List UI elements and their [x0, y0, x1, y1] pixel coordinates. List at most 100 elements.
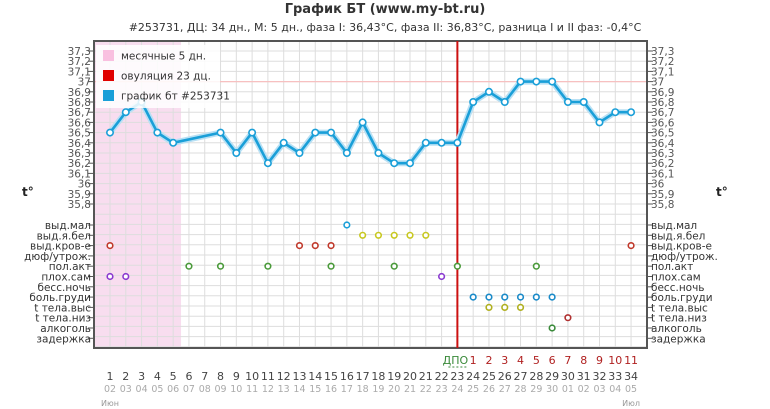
symptom-marker [469, 293, 477, 301]
temperature-point [500, 98, 509, 107]
y-tick-label-left: 37,2 [68, 56, 91, 68]
symptom-label-left: выд.я.бел [37, 230, 91, 242]
chart-subtitle: #253731, ДЦ: 34 дн., М: 5 дн., фаза I: 3… [128, 21, 642, 34]
y-tick-label-left: 37 [78, 77, 91, 89]
dpo-day-label: 7 [564, 354, 571, 367]
y-tick-label-right: 35,8 [651, 199, 674, 211]
y-tick-label-right: 37 [651, 77, 664, 89]
cycle-day-label: 27 [514, 370, 528, 383]
temperature-point [390, 159, 399, 168]
cycle-day-label: 7 [201, 370, 208, 383]
symptom-marker [453, 262, 461, 270]
symptom-label-left: боль.груди [29, 292, 91, 304]
symptom-marker [516, 303, 525, 312]
dpo-day-label: 2 [485, 354, 492, 367]
cycle-day-label: 20 [403, 370, 417, 383]
temperature-point [453, 138, 462, 147]
symptom-marker [327, 262, 335, 270]
temperature-point [121, 108, 130, 117]
cycle-day-label: 14 [308, 370, 322, 383]
cycle-day-label: 3 [138, 370, 145, 383]
dpo-day-label: 5 [533, 354, 540, 367]
symptom-marker [627, 242, 635, 250]
cycle-day-label: 29 [545, 370, 559, 383]
date-label: 15 [309, 384, 321, 395]
symptom-marker [106, 272, 114, 281]
symptom-marker [327, 242, 335, 250]
symptom-label-left: t тела.низ [35, 313, 91, 325]
y-tick-label-left: 37,3 [68, 46, 91, 58]
date-label: 10 [230, 384, 242, 395]
date-label: 26 [483, 384, 495, 395]
legend-swatch [103, 90, 114, 101]
date-label: 13 [278, 384, 290, 395]
legend-swatch [103, 50, 114, 61]
y-tick-label-right: 36,7 [651, 107, 674, 119]
dpo-day-label: 4 [517, 354, 524, 367]
cycle-day-label: 8 [217, 370, 224, 383]
cycle-day-label: 31 [577, 370, 591, 383]
symptom-label-left: дюф/утрож. [24, 251, 91, 263]
date-label: 03 [120, 384, 132, 395]
temperature-point [311, 128, 320, 137]
symptom-marker [264, 262, 272, 270]
symptom-marker [390, 262, 398, 270]
symptom-marker [548, 324, 556, 332]
cycle-day-label: 19 [387, 370, 401, 383]
date-label: 02 [578, 384, 590, 395]
y-tick-label-right: 36,4 [651, 138, 675, 150]
cycle-day-label: 26 [498, 370, 512, 383]
symptom-label-right: бесс.ночь [651, 282, 705, 294]
cycle-day-label: 15 [324, 370, 338, 383]
y-tick-label-left: 36 [78, 179, 92, 191]
y-tick-label-left: 36,3 [68, 148, 91, 160]
symptom-marker [532, 293, 540, 301]
cycle-day-label: 11 [261, 370, 275, 383]
cycle-day-label: 13 [292, 370, 306, 383]
date-label: 07 [183, 384, 195, 395]
date-label: 02 [104, 384, 116, 395]
symptom-marker [548, 293, 556, 301]
date-label: 16 [325, 384, 337, 395]
y-tick-label-left: 35,8 [68, 199, 91, 211]
y-tick-label-right: 36,3 [651, 148, 674, 160]
temperature-point [595, 118, 604, 127]
temperature-point [437, 138, 446, 147]
legend-swatch [103, 70, 114, 81]
y-tick-label-right: 35,9 [651, 189, 674, 201]
y-tick-label-left: 35,9 [68, 189, 91, 201]
y-tick-label-right: 36,1 [651, 168, 674, 180]
symptom-marker [501, 293, 509, 301]
date-label: 17 [341, 384, 353, 395]
y-tick-label-right: 36,5 [651, 128, 674, 140]
y-tick-label-left: 37,1 [68, 66, 91, 78]
temperature-point [532, 77, 541, 86]
date-label: 04 [609, 384, 621, 395]
cycle-day-label: 9 [233, 370, 240, 383]
symptom-marker [343, 221, 351, 229]
dpo-day-label: 3 [501, 354, 508, 367]
symptom-marker [359, 231, 367, 239]
symptom-marker [437, 272, 446, 281]
cycle-day-label: 1 [107, 370, 114, 383]
date-label: 08 [199, 384, 211, 395]
cycle-day-label: 12 [277, 370, 291, 383]
symptom-marker [374, 231, 383, 239]
symptom-label-left: t тела.выс [34, 302, 91, 314]
cycle-day-label: 2 [122, 370, 129, 383]
cycle-day-label: 33 [608, 370, 622, 383]
symptom-label-left: выд.мал [45, 220, 91, 232]
symptom-marker [390, 231, 398, 239]
dpo-day-label: 6 [549, 354, 556, 367]
date-label: 30 [546, 384, 558, 395]
y-tick-label-right: 37,2 [651, 56, 674, 68]
date-label: 04 [136, 384, 148, 395]
dpo-label: ДПО [443, 354, 469, 367]
legend-label: график бт #253731 [121, 91, 230, 103]
cycle-day-label: 16 [340, 370, 354, 383]
temperature-point [342, 149, 351, 158]
legend-label: овуляция 23 дц. [121, 71, 211, 83]
temperature-point [579, 98, 588, 107]
